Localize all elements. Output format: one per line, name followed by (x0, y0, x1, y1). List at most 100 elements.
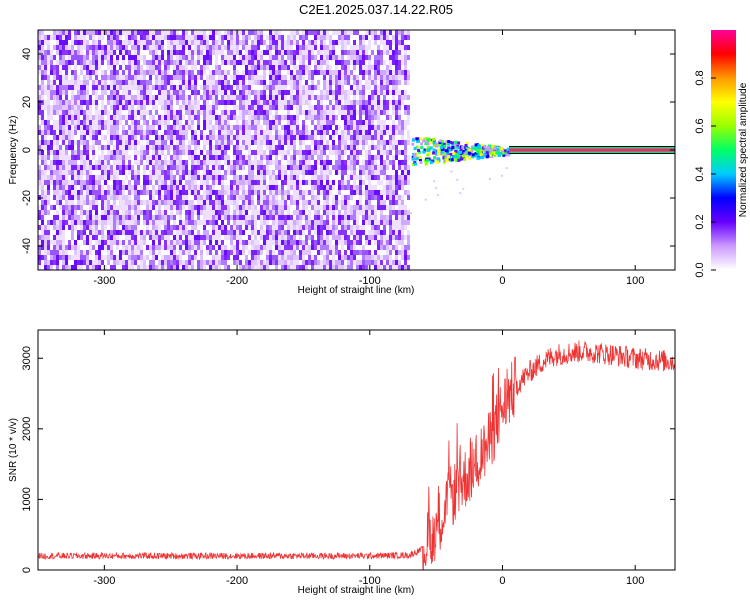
spectrogram-cell (230, 240, 233, 245)
spectrogram-cell (242, 220, 245, 225)
spectrogram-cell (380, 170, 383, 175)
spectrogram-cell (83, 225, 86, 230)
spectrogram-cell (305, 55, 308, 60)
spectrogram-cell (212, 255, 215, 260)
spectrogram-cell (98, 215, 101, 220)
spectrogram-cell (302, 55, 305, 60)
spectrogram-cell (155, 245, 158, 250)
spectrogram-cell (245, 45, 248, 50)
spectrogram-cell (215, 60, 218, 65)
spectrogram-cell (233, 145, 236, 150)
spectrogram-cell (302, 150, 305, 155)
spectrogram-cell (122, 180, 125, 185)
spectrogram-cell (89, 160, 92, 165)
spectrogram-cell (236, 75, 239, 80)
spectrogram-cell (275, 70, 278, 75)
spectrogram-cell (323, 210, 326, 215)
spectrogram-cell (368, 180, 371, 185)
spectrogram-cell (188, 205, 191, 210)
spectrogram-cell (146, 100, 149, 105)
spectrogram-cell (401, 205, 404, 210)
spectrogram-cell (287, 180, 290, 185)
spectrogram-cell (341, 50, 344, 55)
spectrogram-cell (371, 235, 374, 240)
spectrogram-cell (233, 210, 236, 215)
spectrogram-cell (374, 160, 377, 165)
spectrogram-cell (380, 195, 383, 200)
spectrogram-cell (311, 180, 314, 185)
spectrogram-cell (89, 250, 92, 255)
spectrogram-cell (107, 260, 110, 265)
spectrogram-cell (380, 35, 383, 40)
spectrogram-cell (365, 175, 368, 180)
spectrogram-cell (398, 160, 401, 165)
spectrogram-cell (215, 50, 218, 55)
spectrogram-cell (50, 65, 53, 70)
spectrogram-cell (224, 75, 227, 80)
spectrogram-cell (131, 100, 134, 105)
spectrogram-cell (134, 120, 137, 125)
spectrogram-cell (317, 30, 320, 35)
spectrogram-cell (65, 160, 68, 165)
spectrogram-cell (98, 35, 101, 40)
spectrogram-cell (161, 40, 164, 45)
spectrogram-cell (332, 120, 335, 125)
spectrogram-cell (167, 200, 170, 205)
spectrogram-cell (242, 110, 245, 115)
spectrogram-cell (143, 145, 146, 150)
spectrogram-cell (185, 170, 188, 175)
spectrogram-cell (185, 55, 188, 60)
spectrogram-cell (83, 250, 86, 255)
spectrogram-cell (119, 255, 122, 260)
spectrogram-cell (365, 100, 368, 105)
spectrogram-cell (251, 210, 254, 215)
spectrogram-cell (176, 95, 179, 100)
spectrogram-cell (149, 175, 152, 180)
spectrogram-cell (404, 190, 407, 195)
spectrogram-cell (86, 180, 89, 185)
spectrogram-cell (323, 75, 326, 80)
spectrogram-cell (401, 165, 404, 170)
spectrogram-cell (95, 260, 98, 265)
spectrogram-cell (41, 65, 44, 70)
spectrogram-cell (104, 155, 107, 160)
spectrogram-cell (104, 55, 107, 60)
spectrogram-cell (326, 35, 329, 40)
spectrogram-cell (38, 260, 41, 265)
spectrogram-cell (110, 150, 113, 155)
spectrogram-cell (158, 115, 161, 120)
spectrogram-cell (221, 90, 224, 95)
spectrogram-cell (251, 80, 254, 85)
spectrogram-cell (269, 130, 272, 135)
spectrogram-cell (92, 235, 95, 240)
spectrogram-cell (80, 130, 83, 135)
spectrogram-cell (161, 50, 164, 55)
spectrogram-cell (215, 210, 218, 215)
spectrogram-cell (221, 155, 224, 160)
spectrogram-cell (296, 100, 299, 105)
spectrogram-cell (104, 200, 107, 205)
spectrogram-cell (113, 70, 116, 75)
spectrogram-cell (311, 240, 314, 245)
spectrogram-cell (155, 210, 158, 215)
spectrogram-cell (218, 195, 221, 200)
spectrogram-cell (230, 170, 233, 175)
spectrogram-cell (80, 160, 83, 165)
spectrogram-cell (152, 35, 155, 40)
spectrogram-cell (110, 130, 113, 135)
spectrogram-cell (149, 60, 152, 65)
spectrogram-cell (164, 105, 167, 110)
spectrogram-cell (287, 55, 290, 60)
spectrogram-cell (92, 155, 95, 160)
spectrogram-cell (197, 170, 200, 175)
spectrogram-cell (278, 220, 281, 225)
spectrogram-cell (116, 70, 119, 75)
spectrogram-cell (209, 175, 212, 180)
spectrogram-cell (170, 80, 173, 85)
spectrogram-cell (200, 70, 203, 75)
spectrogram-cell (404, 45, 407, 50)
spectrogram-cell (149, 180, 152, 185)
spectrogram-cell (380, 265, 383, 270)
spectrogram-cell (302, 100, 305, 105)
spectrogram-cell (335, 225, 338, 230)
